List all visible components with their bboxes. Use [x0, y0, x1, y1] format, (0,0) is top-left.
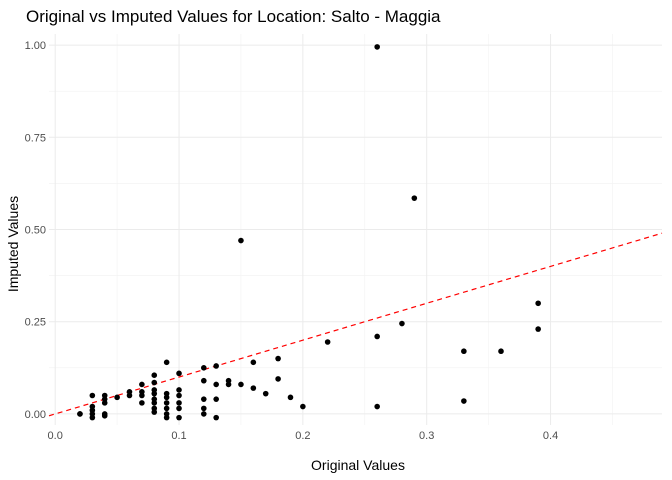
- data-point: [151, 390, 158, 397]
- chart-title: Original vs Imputed Values for Location:…: [26, 7, 441, 26]
- data-point: [101, 412, 108, 419]
- data-point: [139, 381, 145, 388]
- data-point: [200, 405, 207, 412]
- data-point: [163, 359, 170, 366]
- data-point: [139, 392, 145, 399]
- data-point: [151, 372, 158, 379]
- data-point: [151, 400, 158, 406]
- data-point: [461, 348, 467, 355]
- data-point: [262, 390, 269, 397]
- reference-line: [48, 232, 663, 417]
- data-point: [238, 237, 244, 244]
- x-tick-label: 0.0: [48, 430, 63, 442]
- x-tick-label: 0.2: [295, 430, 310, 442]
- data-point: [213, 414, 219, 421]
- data-point: [535, 326, 541, 332]
- data-point: [176, 387, 182, 393]
- data-point: [163, 414, 170, 421]
- data-point: [374, 403, 380, 410]
- data-point: [213, 381, 219, 388]
- grid: [49, 34, 662, 425]
- data-point: [324, 339, 331, 345]
- y-tick-label: 0.00: [25, 409, 46, 421]
- data-point: [287, 394, 294, 401]
- data-point: [77, 411, 83, 417]
- data-point: [89, 392, 96, 399]
- data-point: [300, 403, 306, 410]
- data-point: [374, 44, 380, 50]
- data-point: [114, 394, 120, 401]
- data-point: [498, 348, 504, 355]
- data-point: [176, 405, 182, 412]
- x-axis-title: Original Values: [311, 457, 405, 473]
- data-point: [163, 400, 170, 406]
- data-point: [399, 320, 405, 327]
- data-point: [176, 400, 182, 406]
- x-tick-label: 0.4: [543, 430, 558, 442]
- data-point: [213, 396, 219, 402]
- data-point: [126, 392, 133, 399]
- y-tick-label: 1.00: [25, 40, 46, 52]
- data-point: [250, 385, 257, 391]
- data-point: [275, 355, 281, 362]
- data-point: [411, 195, 418, 201]
- data-point: [176, 414, 182, 421]
- data-point: [176, 392, 182, 399]
- data-point: [176, 370, 182, 377]
- y-axis-title: Imputed Values: [5, 196, 21, 292]
- y-tick-label: 0.25: [25, 317, 46, 329]
- y-tick-label: 0.50: [25, 225, 46, 237]
- data-point: [89, 414, 96, 421]
- data-point: [225, 381, 232, 388]
- data-point: [200, 396, 207, 402]
- y-axis-ticks: 0.00 0.25 0.50 0.75 1.00: [25, 40, 46, 421]
- x-tick-label: 0.3: [419, 430, 434, 442]
- data-point: [151, 409, 158, 415]
- data-point: [200, 377, 207, 384]
- data-point: [151, 379, 158, 386]
- data-point: [275, 376, 281, 382]
- data-point: [163, 405, 170, 412]
- x-tick-label: 0.1: [171, 430, 186, 442]
- y-tick-label: 0.75: [25, 132, 46, 144]
- data-point: [374, 333, 380, 340]
- data-points: [77, 44, 541, 421]
- data-point: [535, 300, 541, 307]
- data-point: [238, 381, 244, 388]
- data-point: [200, 411, 207, 417]
- data-point: [250, 359, 257, 366]
- reference-line-group: [48, 232, 663, 417]
- data-point: [139, 400, 145, 406]
- data-point: [101, 400, 108, 406]
- x-axis-ticks: 0.0 0.1 0.2 0.3 0.4: [48, 430, 559, 442]
- data-point: [163, 394, 170, 401]
- data-point: [213, 363, 219, 369]
- data-point: [461, 398, 467, 404]
- data-point: [200, 365, 207, 371]
